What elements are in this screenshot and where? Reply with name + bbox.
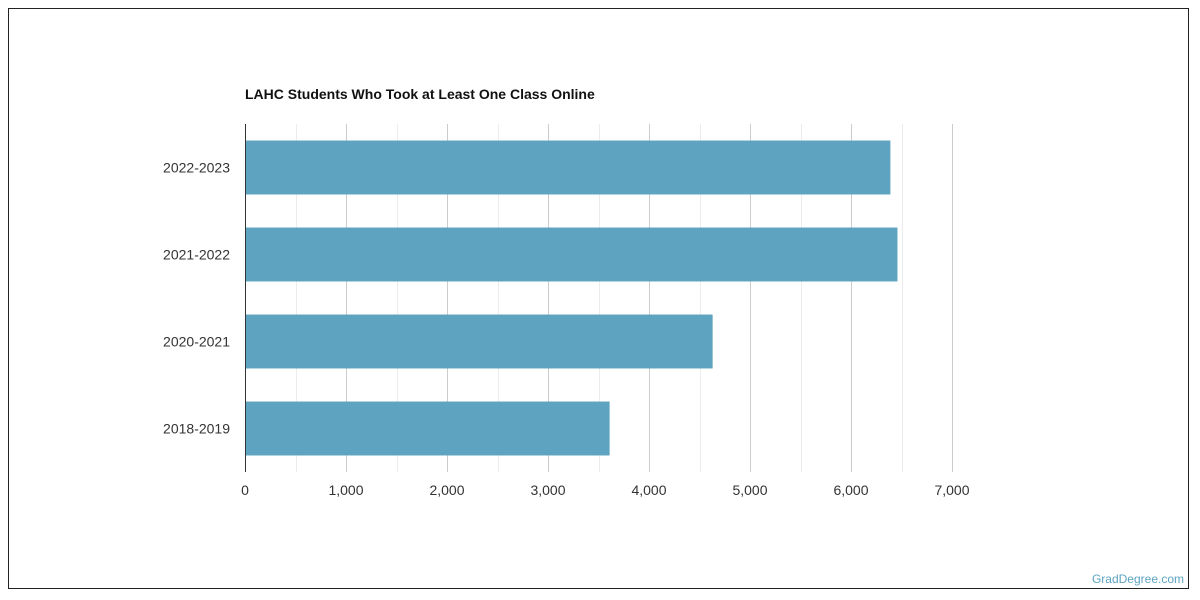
x-tick-label: 2,000 bbox=[429, 482, 464, 498]
bar-2021-2022[interactable] bbox=[246, 227, 898, 282]
bar-2022-2023[interactable] bbox=[246, 140, 891, 195]
bar-2018-2019[interactable] bbox=[246, 401, 610, 456]
category-label: 2018-2019 bbox=[163, 421, 230, 437]
category-label: 2022-2023 bbox=[163, 160, 230, 176]
x-axis-ticks: 0 1,000 2,000 3,000 4,000 5,000 6,000 7,000 bbox=[241, 482, 970, 498]
bar-2020-2021[interactable] bbox=[246, 314, 713, 369]
x-tick-label: 0 bbox=[241, 482, 249, 498]
watermark-link[interactable]: GradDegree.com bbox=[1091, 572, 1184, 586]
chart-title: LAHC Students Who Took at Least One Clas… bbox=[245, 86, 595, 102]
x-tick-label: 6,000 bbox=[833, 482, 868, 498]
category-labels: 2022-2023 2021-2022 2020-2021 2018-2019 bbox=[163, 160, 230, 437]
chart-frame bbox=[8, 8, 1189, 589]
x-tick-label: 7,000 bbox=[934, 482, 969, 498]
x-tick-label: 4,000 bbox=[631, 482, 666, 498]
x-tick-label: 3,000 bbox=[530, 482, 565, 498]
x-tick-label: 5,000 bbox=[732, 482, 767, 498]
category-label: 2020-2021 bbox=[163, 334, 230, 350]
category-label: 2021-2022 bbox=[163, 247, 230, 263]
x-tick-label: 1,000 bbox=[328, 482, 363, 498]
bars bbox=[246, 140, 898, 456]
